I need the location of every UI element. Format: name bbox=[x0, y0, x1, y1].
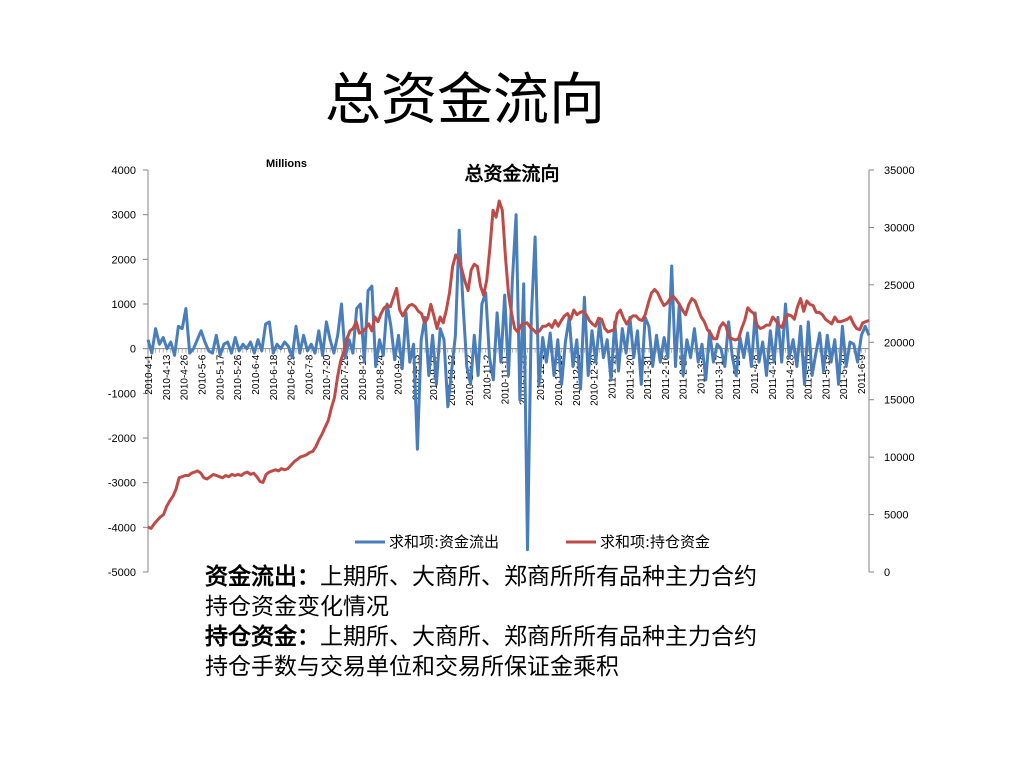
left-axis-tick-label: 4000 bbox=[112, 165, 136, 177]
description-outflow: 资金流出：上期所、大商所、郑商所所有品种主力合约持仓资金变化情况 bbox=[205, 562, 765, 622]
x-axis-tick-label: 2011-1-20 bbox=[625, 354, 636, 399]
x-axis-tick-label: 2010-5-17 bbox=[215, 354, 226, 400]
x-axis-tick-label: 2010-10-13 bbox=[447, 354, 458, 406]
left-axis-tick-label: 1000 bbox=[112, 299, 136, 311]
x-axis-tick-label: 2010-4-26 bbox=[180, 354, 191, 400]
legend-label-outflow: 求和项:资金流出 bbox=[389, 533, 499, 551]
right-axis-tick-label: 5000 bbox=[884, 510, 908, 522]
chart-title: 总资金流向 bbox=[464, 162, 559, 185]
x-axis-tick-label: 2010-4-13 bbox=[162, 354, 173, 400]
left-axis-tick-label: -2000 bbox=[108, 433, 136, 445]
x-axis-tick-label: 2011-5-19 bbox=[821, 354, 832, 399]
right-axis-tick-label: 20000 bbox=[884, 337, 915, 349]
right-axis-tick-label: 0 bbox=[884, 567, 890, 579]
x-axis-tick-label: 2010-12-30 bbox=[590, 354, 601, 406]
left-axis-tick-label: -4000 bbox=[108, 522, 136, 534]
description-position-funds-text: 上期所、大商所、郑商所所有品种主力合约持仓手数与交易单位和交易所保证金乘积 bbox=[205, 624, 757, 680]
chart-series bbox=[146, 199, 871, 552]
chart: 40003000200010000-1000-2000-3000-4000-50… bbox=[108, 158, 915, 579]
x-axis-tick-label: 2010-9-13 bbox=[411, 354, 422, 400]
x-axis-tick-label: 2010-5-26 bbox=[233, 354, 244, 400]
x-axis-tick-label: 2010-6-18 bbox=[269, 354, 280, 400]
x-axis-tick-label: 2010-6-29 bbox=[287, 354, 298, 400]
x-axis-tick-label: 2010-7-29 bbox=[340, 354, 351, 400]
x-axis-tick-label: 2010-8-24 bbox=[376, 354, 387, 400]
x-axis-tick-label: 2011-1-11 bbox=[607, 354, 618, 399]
x-axis-tick-label: 2010-7-20 bbox=[322, 354, 333, 400]
left-axis-tick-label: -5000 bbox=[108, 567, 136, 579]
x-axis-tick-label: 2011-1-31 bbox=[643, 354, 654, 399]
right-axis-tick-label: 30000 bbox=[884, 222, 915, 234]
x-axis-tick-label: 2011-3-17 bbox=[714, 354, 725, 399]
left-axis-tick-label: -3000 bbox=[108, 478, 136, 490]
x-axis-tick-label: 2011-4-28 bbox=[786, 354, 797, 399]
left-axis-tick-label: 0 bbox=[130, 344, 136, 356]
slide-title: 总资金流向 bbox=[325, 68, 605, 133]
x-axis-tick-label: 2011-2-16 bbox=[661, 354, 672, 399]
x-axis-tick-label: 2010-7-8 bbox=[304, 354, 315, 394]
legend-label-position-funds: 求和项:持仓资金 bbox=[600, 533, 710, 551]
left-axis-tick-label: -1000 bbox=[108, 388, 136, 400]
x-axis-tick-label: 2011-5-30 bbox=[839, 354, 850, 399]
x-axis-tick-label: 2010-11-2 bbox=[483, 354, 494, 399]
x-axis-tick-label: 2010-12-21 bbox=[572, 354, 583, 406]
description-position-funds: 持仓资金：上期所、大商所、郑商所所有品种主力合约持仓手数与交易单位和交易所保证金… bbox=[205, 622, 765, 682]
description-outflow-term: 资金流出： bbox=[205, 563, 320, 590]
chart-legend: 求和项:资金流出 求和项:持仓资金 bbox=[355, 533, 710, 551]
x-axis-tick-label: 2010-6-4 bbox=[251, 354, 262, 394]
x-axis-tick-label: 2011-4-8 bbox=[750, 354, 761, 394]
x-axis-tick-label: 2010-9-2 bbox=[394, 354, 405, 394]
x-axis-tick-label: 2011-3-8 bbox=[697, 354, 708, 394]
unit-label: Millions bbox=[266, 158, 307, 170]
series-line-position-funds bbox=[147, 199, 870, 530]
x-axis-tick-label: 2010-4-1 bbox=[144, 354, 155, 394]
x-axis-tick-label: 2011-3-28 bbox=[732, 354, 743, 399]
x-axis-tick-label: 2011-4-19 bbox=[768, 354, 779, 399]
x-axis-tick-label: 2011-6-9 bbox=[857, 354, 868, 394]
x-axis-tick-label: 2010-12-1 bbox=[536, 354, 547, 400]
series-line-outflow bbox=[146, 213, 871, 552]
left-axis-tick-label: 3000 bbox=[112, 210, 136, 222]
chart-axes: 40003000200010000-1000-2000-3000-4000-50… bbox=[108, 165, 915, 579]
right-axis-tick-label: 35000 bbox=[884, 165, 915, 177]
right-axis-tick-label: 25000 bbox=[884, 280, 915, 292]
x-axis-tick-label: 2010-8-13 bbox=[358, 354, 369, 400]
left-axis-tick-label: 2000 bbox=[112, 254, 136, 266]
x-axis-tick-label: 2011-5-10 bbox=[804, 354, 815, 399]
x-axis-tick-label: 2010-5-6 bbox=[197, 354, 208, 394]
description-position-funds-term: 持仓资金： bbox=[205, 623, 320, 650]
right-axis-tick-label: 10000 bbox=[884, 452, 915, 464]
x-axis-tick-label: 2011-2-25 bbox=[679, 354, 690, 399]
x-axis-tick-label: 2010-11-11 bbox=[501, 354, 512, 404]
x-axis-tick-label: 2010-12-10 bbox=[554, 354, 565, 406]
right-axis-tick-label: 15000 bbox=[884, 395, 915, 407]
description-outflow-text: 上期所、大商所、郑商所所有品种主力合约持仓资金变化情况 bbox=[205, 564, 757, 620]
